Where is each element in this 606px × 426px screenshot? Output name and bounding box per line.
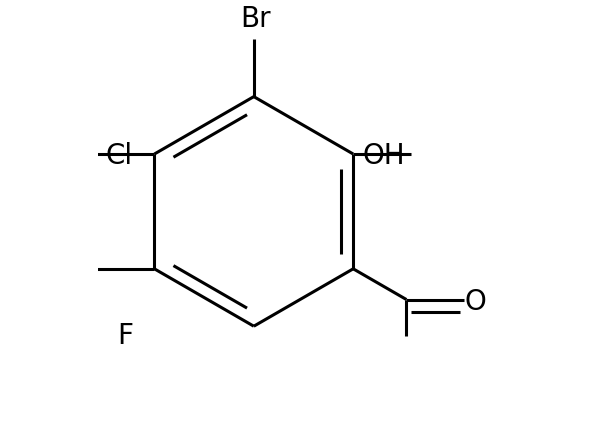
Text: O: O: [465, 288, 487, 316]
Text: OH: OH: [362, 142, 405, 170]
Text: Cl: Cl: [105, 142, 133, 170]
Text: F: F: [117, 322, 133, 351]
Text: Br: Br: [241, 5, 271, 33]
